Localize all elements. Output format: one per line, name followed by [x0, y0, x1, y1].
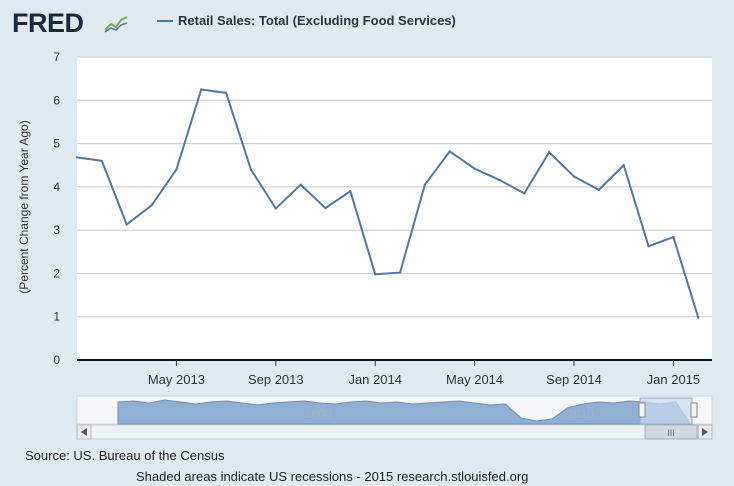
data-point	[224, 91, 228, 95]
data-point	[547, 151, 551, 154]
navigator-label-2000: 2000	[305, 407, 332, 421]
data-point	[448, 150, 451, 153]
data-point	[125, 223, 128, 226]
y-tick-label: 2	[53, 266, 60, 280]
navigator-series-area	[117, 399, 691, 425]
data-point	[349, 189, 352, 193]
data-point	[249, 168, 253, 171]
recession-note: Shaded areas indicate US recessions - 20…	[136, 469, 529, 484]
source-text: Source: US. Bureau of the Census	[25, 448, 225, 463]
navigator-label-2010: 2010	[567, 407, 594, 421]
y-tick-label: 3	[53, 223, 60, 237]
chart-legend: Retail Sales: Total (Excluding Food Serv…	[157, 13, 456, 28]
data-point	[498, 178, 501, 182]
legend-swatch	[157, 19, 173, 22]
data-point	[647, 244, 650, 248]
x-tick-label: Sep 2013	[248, 372, 304, 387]
data-point	[473, 167, 476, 170]
data-point	[398, 271, 402, 274]
scroll-right-arrow-icon	[702, 428, 708, 436]
scroll-left-arrow-icon	[81, 428, 87, 436]
data-point	[175, 168, 178, 171]
navigator-handle-left[interactable]	[638, 402, 646, 418]
x-tick-label: Sep 2014	[546, 372, 602, 387]
navigator-selection[interactable]	[639, 397, 693, 425]
y-tick-label: 6	[53, 93, 60, 107]
x-tick-label: May 2013	[148, 372, 205, 387]
data-point	[597, 188, 601, 192]
x-tick-label: Jan 2015	[647, 372, 701, 387]
legend-label: Retail Sales: Total (Excluding Food Serv…	[178, 13, 456, 28]
data-point	[100, 159, 104, 163]
plot-area	[77, 57, 712, 360]
data-point	[697, 316, 700, 319]
data-point	[523, 192, 526, 195]
data-point	[622, 164, 625, 167]
data-point	[299, 183, 302, 186]
scrollbar-track[interactable]	[76, 424, 713, 440]
y-tick-label: 7	[53, 50, 60, 64]
data-point	[572, 175, 576, 178]
y-tick-label: 5	[53, 137, 60, 151]
series-line	[76, 88, 700, 318]
fred-logo: FRED	[12, 8, 84, 38]
data-point	[324, 206, 327, 210]
data-point	[274, 207, 277, 210]
data-point	[75, 156, 79, 159]
x-tick-label: May 2014	[446, 372, 503, 387]
data-point	[150, 204, 153, 207]
scrollbar-thumb[interactable]	[644, 424, 698, 440]
data-point	[374, 273, 377, 276]
scrollbar-grip: III	[667, 428, 675, 438]
y-tick-label: 1	[53, 310, 60, 324]
logo-graph-icon	[103, 14, 129, 34]
y-tick-label: 0	[53, 353, 60, 367]
data-point	[672, 235, 675, 239]
x-tick-label: Jan 2014	[348, 372, 402, 387]
data-point	[423, 183, 427, 186]
y-tick-label: 4	[53, 180, 60, 194]
data-point	[200, 88, 203, 91]
navigator-handle-right[interactable]	[690, 402, 698, 418]
